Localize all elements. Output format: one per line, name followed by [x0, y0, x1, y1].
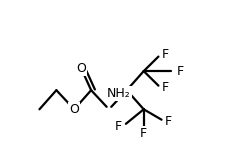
Text: O: O	[69, 103, 79, 116]
Text: F: F	[161, 81, 168, 94]
Text: F: F	[164, 115, 172, 128]
Text: O: O	[76, 62, 86, 75]
Text: NH₂: NH₂	[106, 87, 130, 100]
Text: F: F	[139, 127, 147, 140]
Text: F: F	[176, 65, 183, 78]
Text: F: F	[115, 120, 122, 133]
Text: F: F	[161, 48, 168, 61]
